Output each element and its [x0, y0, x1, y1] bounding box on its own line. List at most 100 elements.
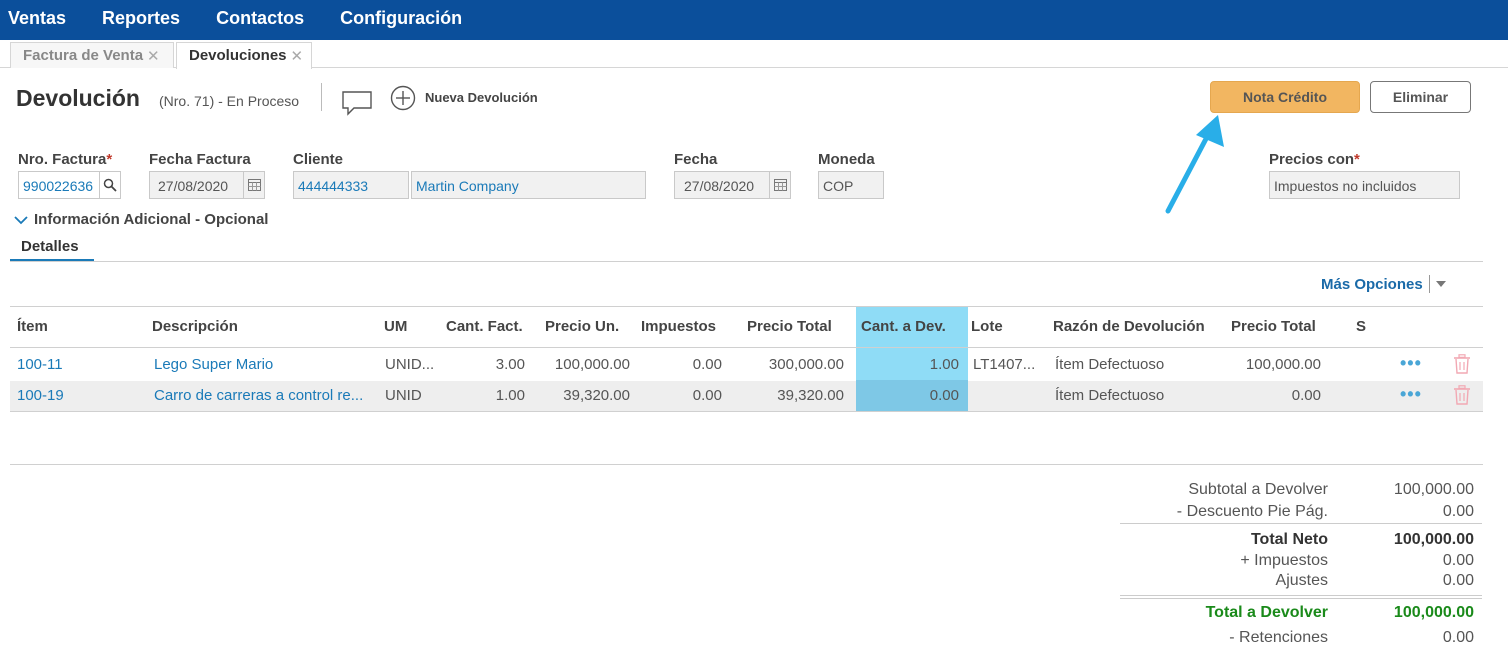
divider: [1428, 275, 1430, 293]
nota-credito-button[interactable]: Nota Crédito: [1210, 81, 1360, 113]
row1-cant-fact[interactable]: 3.00: [495, 356, 525, 373]
comment-icon[interactable]: [342, 90, 372, 116]
ajustes-label: Ajustes: [1275, 572, 1328, 589]
caret-down-icon: [1435, 281, 1446, 287]
calendar-button[interactable]: [243, 171, 265, 199]
row2-um[interactable]: UNID: [385, 387, 422, 404]
col-header-lote[interactable]: Lote: [971, 318, 1003, 335]
chevron-down-icon: [14, 215, 28, 224]
subtotal-label: Subtotal a Devolver: [1188, 481, 1328, 498]
col-header-impuestos[interactable]: Impuestos: [641, 318, 717, 335]
tab-detalles[interactable]: Detalles: [10, 238, 94, 262]
tab-devoluciones[interactable]: Devoluciones ✕: [176, 42, 312, 69]
row1-razon[interactable]: Ítem Defectuoso: [1055, 356, 1165, 373]
row1-precio-total-dev[interactable]: 100,000.00: [1245, 356, 1321, 373]
moneda-label: Moneda: [818, 151, 875, 168]
impuestos-label: + Impuestos: [1240, 552, 1328, 569]
col-header-precio-total[interactable]: Precio Total: [747, 318, 832, 335]
top-nav: Ventas Reportes Contactos Configuración: [0, 0, 1508, 40]
divider: [10, 411, 1483, 412]
row2-cant-dev[interactable]: 0.00: [929, 387, 959, 404]
row2-item[interactable]: 100-19: [17, 387, 64, 404]
close-icon[interactable]: ✕: [290, 48, 304, 65]
nro-factura-field[interactable]: 990022636: [18, 171, 100, 199]
retenciones-label: - Retenciones: [1229, 629, 1328, 646]
delete-button[interactable]: Eliminar: [1370, 81, 1471, 113]
row1-precio-total[interactable]: 300,000.00: [768, 356, 844, 373]
precios-con-field[interactable]: Impuestos no incluidos: [1269, 171, 1460, 199]
row1-um[interactable]: UNID...: [385, 356, 435, 373]
close-icon[interactable]: ✕: [147, 48, 160, 65]
page-title: Devolución: [16, 85, 140, 111]
nav-configuracion[interactable]: Configuración: [340, 7, 463, 28]
col-header-precio-un[interactable]: Precio Un.: [545, 318, 620, 335]
mas-opciones-label: Más Opciones: [1321, 275, 1423, 293]
more-options-icon[interactable]: •••: [1400, 353, 1422, 373]
cliente-id-field[interactable]: 444444333: [293, 171, 409, 199]
total-neto-label: Total Neto: [1250, 531, 1328, 548]
divider: [1120, 595, 1482, 596]
col-header-cant-fact[interactable]: Cant. Fact.: [446, 318, 523, 335]
nav-reportes[interactable]: Reportes: [102, 7, 181, 28]
tab-factura-de-venta[interactable]: Factura de Venta ✕: [10, 42, 174, 68]
col-header-s[interactable]: S: [1356, 318, 1367, 335]
row2-precio-total-dev[interactable]: 0.00: [1291, 387, 1321, 404]
mas-opciones-menu[interactable]: Más Opciones: [1321, 275, 1446, 293]
page-subtitle: (Nro. 71) - En Proceso: [159, 93, 300, 109]
calendar-icon: [773, 179, 787, 191]
row1-item[interactable]: 100-11: [17, 356, 63, 373]
row2-razon[interactable]: Ítem Defectuoso: [1055, 387, 1165, 404]
nav-ventas[interactable]: Ventas: [8, 7, 67, 28]
total-devolver-label: Total a Devolver: [1205, 604, 1328, 621]
total-neto-value: 100,000.00: [1393, 531, 1474, 548]
moneda-field[interactable]: COP: [818, 171, 884, 199]
col-header-um[interactable]: UM: [384, 318, 408, 335]
trash-icon[interactable]: [1453, 385, 1471, 405]
divider: [10, 261, 1483, 262]
ajustes-value: 0.00: [1442, 572, 1474, 589]
row2-precio-un[interactable]: 39,320.00: [563, 387, 630, 404]
col-header-item[interactable]: Ítem: [17, 318, 48, 335]
info-adicional-toggle[interactable]: Información Adicional - Opcional: [14, 211, 268, 228]
trash-icon[interactable]: [1453, 354, 1471, 374]
tab-bar: Factura de Venta ✕ Devoluciones ✕: [0, 40, 1508, 69]
cliente-name-field[interactable]: Martin Company: [411, 171, 646, 199]
row1-impuestos[interactable]: 0.00: [692, 356, 722, 373]
cliente-label: Cliente: [293, 151, 344, 168]
highlighted-column: [856, 307, 968, 411]
impuestos-value: 0.00: [1442, 552, 1474, 569]
col-header-cant-a-dev[interactable]: Cant. a Dev.: [861, 318, 946, 335]
col-header-razon[interactable]: Razón de Devolución: [1053, 318, 1205, 335]
new-return-button[interactable]: Nueva Devolución: [425, 90, 538, 105]
divider: [321, 83, 322, 111]
row2-cant-fact[interactable]: 1.00: [495, 387, 525, 404]
info-adicional-label: Información Adicional - Opcional: [34, 211, 269, 228]
precios-con-label: Precios con*: [1269, 151, 1360, 168]
row-background: [10, 381, 1483, 411]
tab-label: Factura de Venta: [23, 47, 144, 64]
fecha-field[interactable]: 27/08/2020: [674, 171, 770, 199]
search-button[interactable]: [99, 171, 121, 199]
row2-precio-total[interactable]: 39,320.00: [777, 387, 844, 404]
subtotal-value: 100,000.00: [1393, 481, 1474, 498]
retenciones-value: 0.00: [1442, 629, 1474, 646]
more-options-icon[interactable]: •••: [1400, 384, 1422, 404]
col-header-descripcion[interactable]: Descripción: [152, 318, 238, 335]
calendar-icon: [247, 179, 261, 191]
fecha-factura-field[interactable]: 27/08/2020: [149, 171, 244, 199]
row1-precio-un[interactable]: 100,000.00: [554, 356, 630, 373]
row1-desc[interactable]: Lego Super Mario: [154, 356, 274, 373]
row2-desc[interactable]: Carro de carreras a control re...: [154, 387, 364, 404]
row2-impuestos[interactable]: 0.00: [692, 387, 722, 404]
highlight-header: [856, 307, 968, 348]
divider: [10, 347, 1483, 348]
nav-contactos[interactable]: Contactos: [216, 7, 305, 28]
search-icon: [103, 178, 117, 192]
calendar-button[interactable]: [769, 171, 791, 199]
col-header-precio-total-dev[interactable]: Precio Total: [1231, 318, 1316, 335]
plus-circle-icon[interactable]: [390, 85, 416, 111]
row1-cant-dev[interactable]: 1.00: [929, 356, 959, 373]
highlight-cell: [856, 380, 968, 411]
row1-lote[interactable]: LT1407...: [973, 356, 1036, 373]
descuento-value: 0.00: [1442, 503, 1474, 520]
